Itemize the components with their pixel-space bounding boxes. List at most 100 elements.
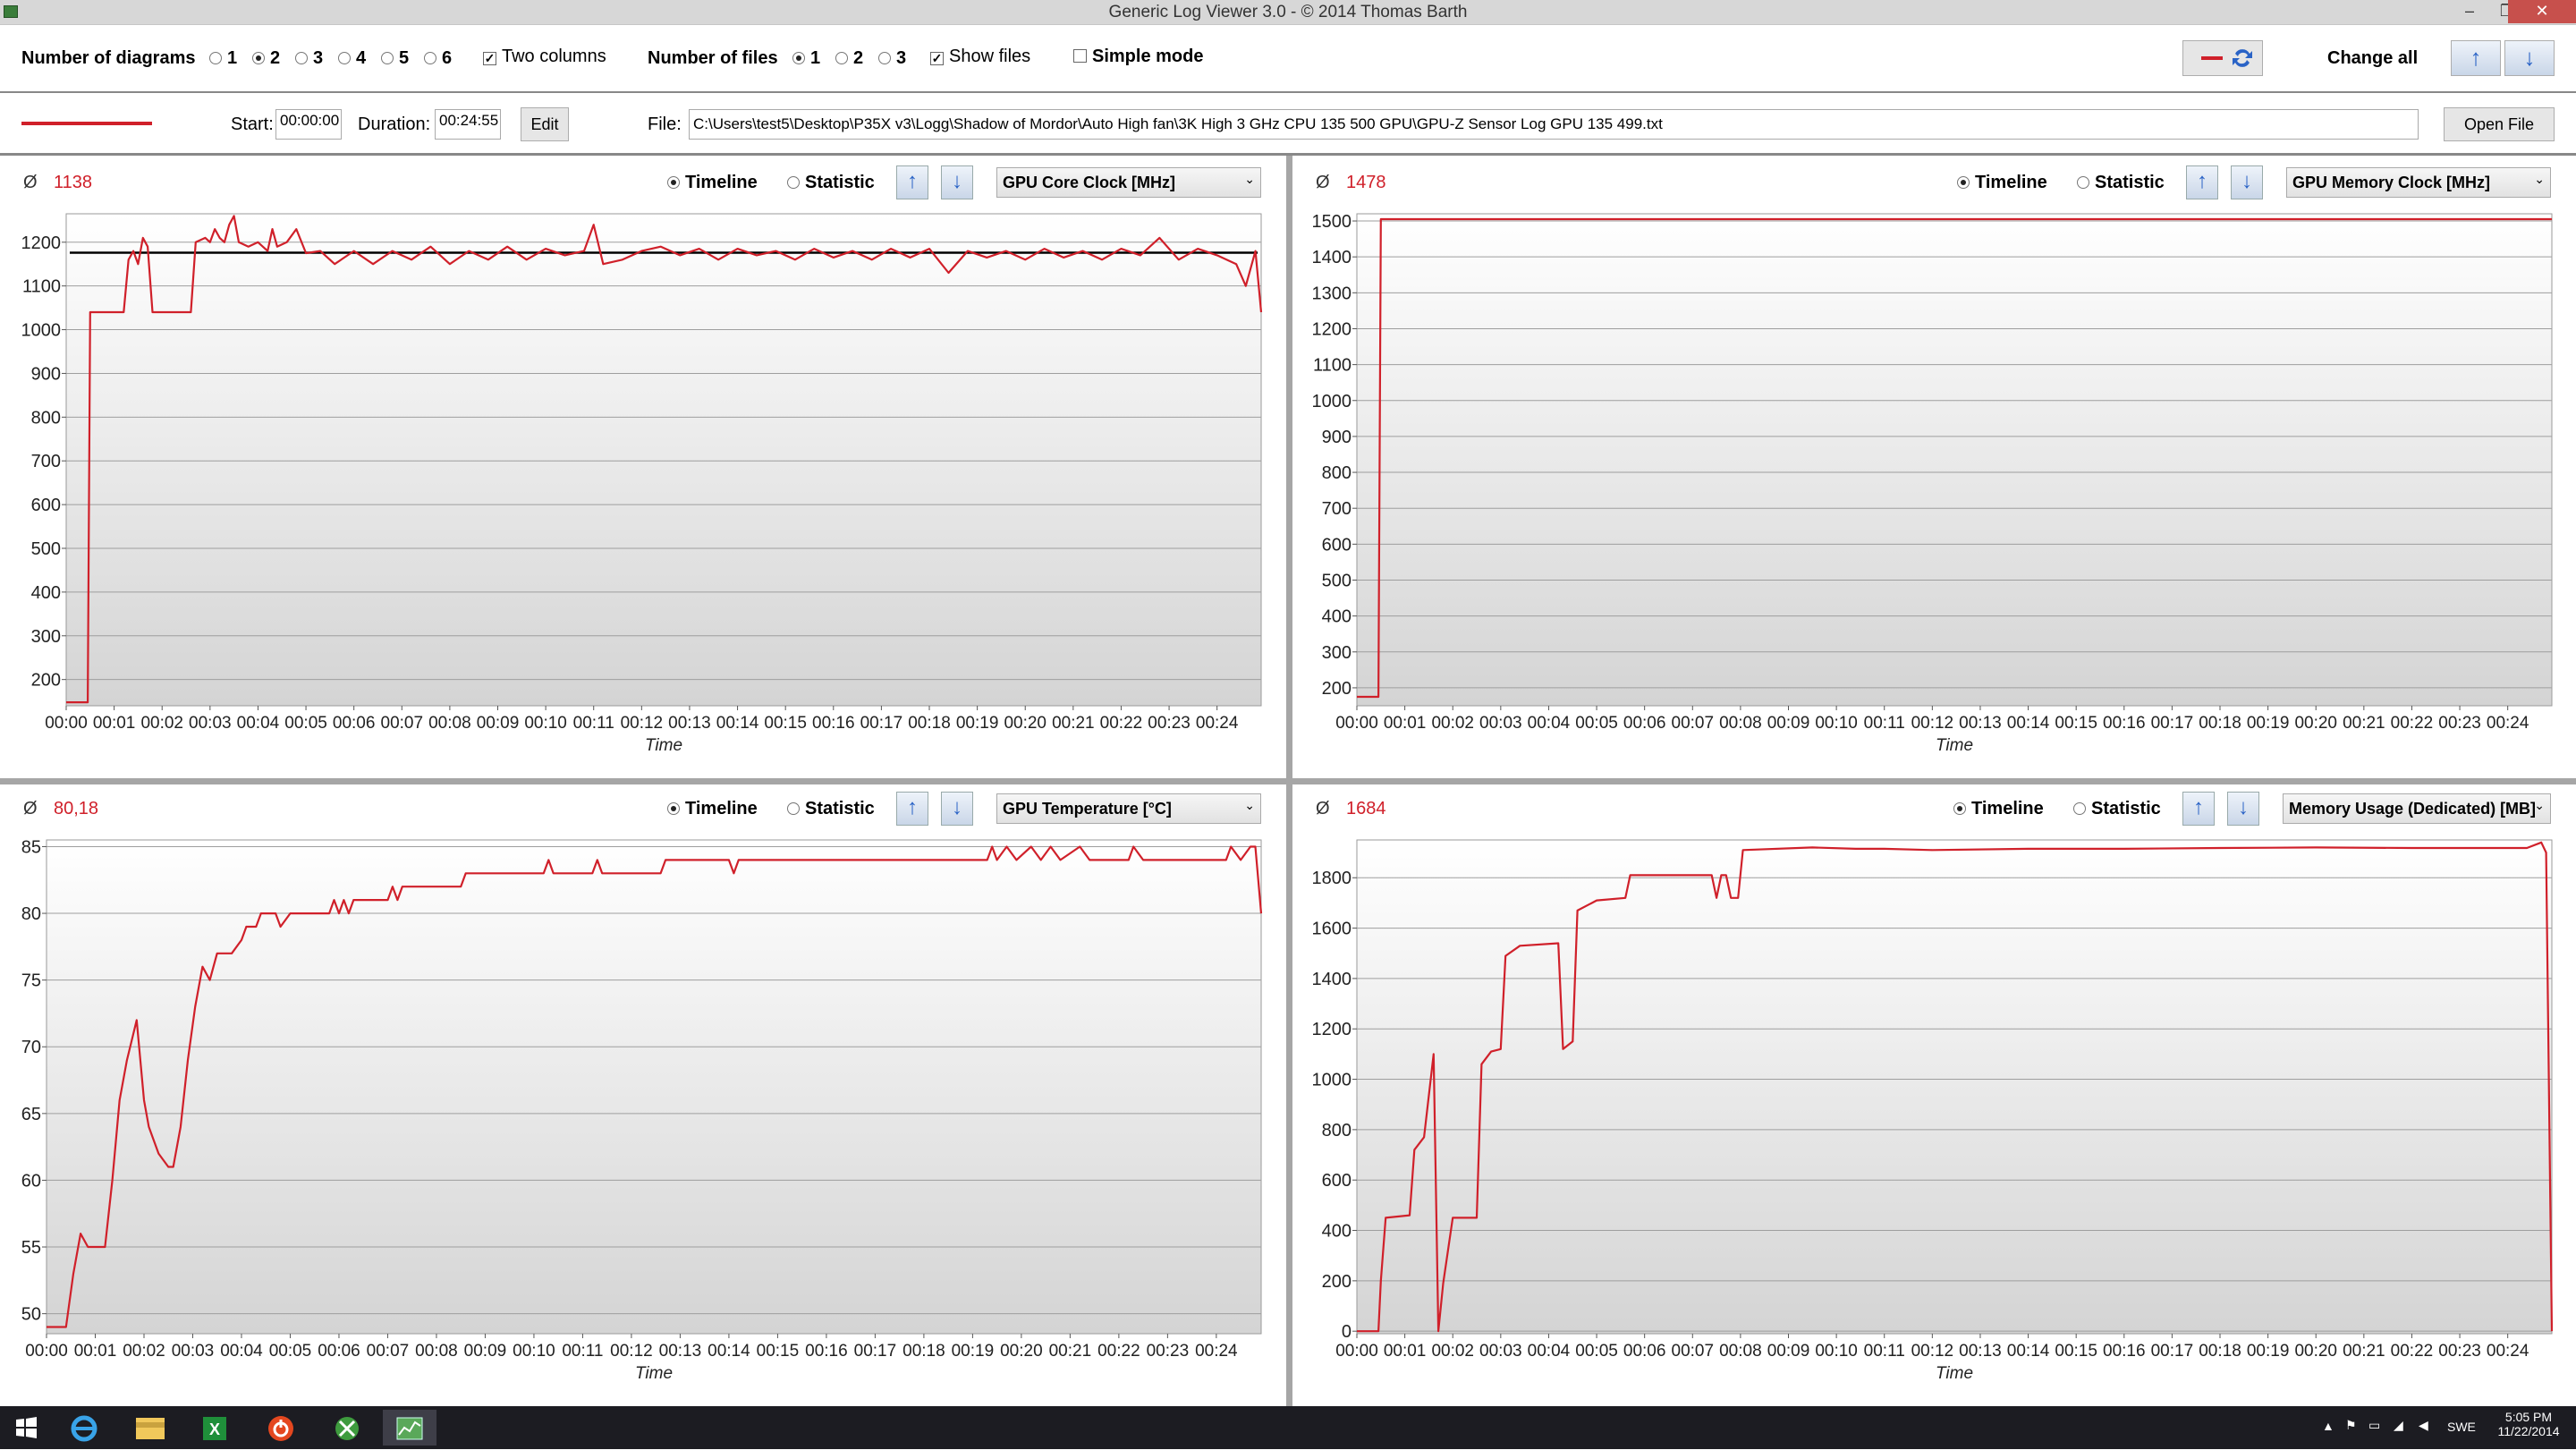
average-symbol: Ø (23, 173, 38, 192)
y-tick-label: 500 (1322, 571, 1352, 590)
x-tick-label: 00:21 (1052, 714, 1095, 733)
battery-icon[interactable]: ▭ (2368, 1418, 2381, 1432)
sensor-select[interactable]: GPU Memory Clock [MHz] ⌄ (2286, 167, 2551, 198)
open-file-button[interactable]: Open File (2444, 107, 2555, 141)
statistic-radio[interactable]: Statistic (787, 799, 875, 819)
x-tick-label: 00:10 (513, 1342, 555, 1361)
y-tick-label: 200 (1322, 1272, 1352, 1292)
x-axis-label: Time (1936, 1364, 1973, 1383)
x-tick-label: 00:17 (2151, 714, 2194, 733)
diagram-option-4[interactable]: 4 (338, 48, 366, 69)
diagram-option-6[interactable]: 6 (424, 48, 452, 69)
network-icon[interactable]: ◢ (2394, 1418, 2403, 1432)
file-option-2[interactable]: 2 (835, 48, 863, 69)
diagram-option-2[interactable]: 2 (252, 48, 280, 69)
y-tick-label: 700 (1322, 499, 1352, 519)
diagram-option-5[interactable]: 5 (381, 48, 409, 69)
move-down-button[interactable]: ↓ (2231, 165, 2263, 199)
taskbar-ie[interactable] (57, 1410, 111, 1446)
x-tick-label: 00:19 (2247, 714, 2290, 733)
diagram-option-1[interactable]: 1 (209, 48, 237, 69)
x-tick-label: 00:16 (812, 714, 855, 733)
taskbar-log-viewer[interactable] (383, 1410, 436, 1446)
move-up-button[interactable]: ↑ (896, 792, 928, 826)
move-up-button[interactable]: ↑ (2186, 165, 2218, 199)
y-tick-label: 0 (1342, 1322, 1352, 1342)
start-input[interactable]: 00:00:00 (275, 109, 342, 140)
move-up-button[interactable]: ↑ (2182, 792, 2215, 826)
x-tick-label: 00:00 (1335, 1342, 1378, 1361)
x-tick-label: 00:07 (1672, 1342, 1715, 1361)
file-path-field[interactable]: C:\Users\test5\Desktop\P35X v3\Logg\Shad… (689, 109, 2419, 140)
x-tick-label: 00:08 (1719, 1342, 1762, 1361)
x-tick-label: 00:17 (2151, 1342, 2194, 1361)
y-tick-label: 70 (21, 1038, 41, 1057)
show-files-checkbox[interactable]: ✓ Show files (930, 47, 1030, 67)
x-tick-label: 00:16 (805, 1342, 848, 1361)
y-tick-label: 1000 (21, 321, 62, 341)
move-up-button[interactable]: ↑ (896, 165, 928, 199)
x-tick-label: 00:11 (573, 714, 614, 733)
x-tick-label: 00:08 (415, 1342, 458, 1361)
sensor-select[interactable]: Memory Usage (Dedicated) [MB] ⌄ (2283, 793, 2551, 824)
taskbar-excel[interactable]: X (188, 1410, 242, 1446)
clock[interactable]: 5:05 PM 11/22/2014 (2496, 1410, 2562, 1438)
simple-mode-checkbox[interactable]: Simple mode (1073, 47, 1203, 67)
file-option-3[interactable]: 3 (878, 48, 906, 69)
x-tick-label: 00:23 (2438, 1342, 2481, 1361)
x-tick-label: 00:05 (1575, 714, 1618, 733)
radio-button (295, 52, 308, 64)
timeline-radio[interactable]: Timeline (1957, 173, 2047, 193)
statistic-radio[interactable]: Statistic (787, 173, 875, 193)
x-tick-label: 00:01 (1384, 1342, 1427, 1361)
x-tick-label: 00:22 (2391, 1342, 2434, 1361)
row-splitter[interactable] (0, 778, 2576, 784)
line-color-refresh-button[interactable] (2182, 40, 2263, 76)
radio-button (338, 52, 351, 64)
diagram-option-3[interactable]: 3 (295, 48, 323, 69)
timeline-radio[interactable]: Timeline (667, 173, 758, 193)
move-down-button[interactable]: ↓ (941, 165, 973, 199)
x-tick-label: 00:10 (1815, 714, 1858, 733)
move-up-all-button[interactable]: ↑ (2451, 40, 2501, 76)
taskbar-power-app[interactable] (254, 1410, 308, 1446)
y-tick-label: 1800 (1312, 869, 1352, 888)
arrow-up-icon: ↑ (2197, 169, 2207, 193)
timeline-radio[interactable]: Timeline (667, 799, 758, 819)
close-button[interactable]: ✕ (2508, 0, 2576, 23)
radio-button (1957, 176, 1970, 189)
series-color-swatch[interactable] (21, 122, 152, 125)
y-tick-label: 1400 (1312, 970, 1352, 989)
x-tick-label: 00:21 (1049, 1342, 1092, 1361)
action-center-icon[interactable]: ⚑ (2345, 1418, 2357, 1432)
minimize-button[interactable]: – (2464, 2, 2474, 20)
statistic-radio[interactable]: Statistic (2073, 799, 2161, 819)
volume-icon[interactable]: ◀ (2419, 1418, 2428, 1432)
x-tick-label: 00:23 (1148, 714, 1191, 733)
file-option-1[interactable]: 1 (792, 48, 820, 69)
duration-input[interactable]: 00:24:55 (435, 109, 501, 140)
move-down-all-button[interactable]: ↓ (2504, 40, 2555, 76)
taskbar-file-explorer[interactable] (123, 1410, 177, 1446)
sensor-select[interactable]: GPU Core Clock [MHz] ⌄ (996, 167, 1261, 198)
x-tick-label: 00:15 (757, 1342, 800, 1361)
x-tick-label: 00:01 (74, 1342, 117, 1361)
edit-button[interactable]: Edit (521, 107, 569, 141)
y-tick-label: 1100 (22, 277, 61, 297)
y-tick-label: 300 (31, 627, 61, 647)
sensor-select[interactable]: GPU Temperature [°C] ⌄ (996, 793, 1261, 824)
statistic-radio[interactable]: Statistic (2077, 173, 2165, 193)
tray-overflow-icon[interactable]: ▲ (2322, 1419, 2334, 1433)
x-tick-label: 00:13 (659, 1342, 702, 1361)
timeline-radio[interactable]: Timeline (1953, 799, 2044, 819)
two-columns-checkbox[interactable]: ✓ Two columns (483, 47, 606, 67)
x-tick-label: 00:00 (45, 714, 88, 733)
move-down-button[interactable]: ↓ (941, 792, 973, 826)
taskbar-xbox-app[interactable] (320, 1410, 374, 1446)
arrow-up-icon: ↑ (2193, 795, 2204, 819)
start-button[interactable] (0, 1410, 54, 1446)
chart-panel-3: Ø 80,18 Timeline Statistic ↑ ↓ GPU Tempe… (0, 784, 1286, 1406)
language-indicator[interactable]: SWE (2447, 1420, 2476, 1434)
x-tick-label: 00:23 (2438, 714, 2481, 733)
move-down-button[interactable]: ↓ (2227, 792, 2259, 826)
